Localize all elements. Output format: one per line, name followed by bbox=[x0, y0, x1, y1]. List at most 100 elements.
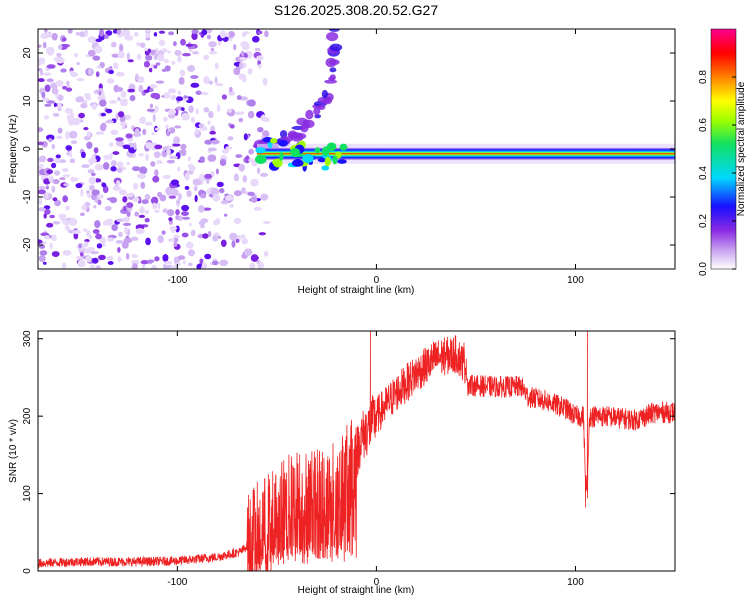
spectrogram-noise-blob bbox=[68, 217, 78, 226]
spectrogram-noise-blob bbox=[187, 262, 193, 267]
spectrogram-noise-blob bbox=[243, 248, 253, 256]
spectrogram-noise-blob bbox=[155, 80, 165, 84]
spectrogram-noise-blob bbox=[146, 29, 151, 33]
spectrogram-noise-blob bbox=[177, 255, 186, 260]
spectrogram-noise-blob bbox=[77, 259, 86, 268]
spectrogram-noise-blob bbox=[96, 65, 102, 69]
colorbar-tick-label: 0.0 bbox=[698, 262, 709, 276]
spectrogram-band-blob bbox=[291, 159, 304, 167]
snr-y-tick-label: 100 bbox=[22, 485, 33, 502]
spectrogram-noise-blob bbox=[97, 199, 102, 206]
spectrogram-noise-blob bbox=[212, 193, 221, 202]
spectrogram-band-blob bbox=[279, 152, 284, 161]
spectrogram-noise-blob bbox=[220, 239, 227, 247]
spectrogram-noise-blob bbox=[157, 53, 165, 62]
spectrogram-noise-blob bbox=[157, 235, 164, 243]
spectrogram-noise-blob bbox=[51, 32, 58, 41]
spectrogram-noise-blob bbox=[208, 41, 217, 48]
spectrogram-noise-blob bbox=[209, 130, 216, 135]
spectrogram-branch-blob bbox=[329, 43, 343, 52]
spectrogram-noise-blob bbox=[184, 172, 190, 181]
spectrogram-noise-blob bbox=[109, 152, 113, 160]
spectrogram-noise-blob bbox=[54, 199, 61, 207]
spectrogram-noise-blob bbox=[64, 225, 71, 231]
spectrogram-noise-blob bbox=[212, 235, 219, 242]
spectrogram-noise-blob bbox=[245, 155, 250, 164]
spectrogram-band-blob bbox=[255, 147, 266, 154]
spectrogram-noise-blob bbox=[116, 167, 123, 173]
spectrogram-noise-blob bbox=[129, 94, 136, 102]
spectrogram-noise-blob bbox=[94, 178, 102, 183]
spectrogram-noise-blob bbox=[56, 52, 62, 57]
spectrogram-noise-blob bbox=[76, 62, 81, 66]
spectrogram-band-blob bbox=[339, 143, 348, 151]
spectrogram-noise-blob bbox=[45, 192, 49, 199]
spectrogram-noise-blob bbox=[131, 259, 140, 265]
spectrogram-noise-blob bbox=[256, 55, 264, 61]
spectrogram-noise-blob bbox=[163, 263, 167, 269]
spectrogram-noise-blob bbox=[134, 211, 139, 217]
spectrogram-noise-blob bbox=[44, 235, 50, 240]
spectrogram-noise-blob bbox=[165, 186, 174, 195]
colorbar: 0.0 0.2 0.4 0.6 0.8 Normalized spectral ampl… bbox=[698, 28, 747, 276]
spectrogram-noise-blob bbox=[43, 213, 47, 219]
spectrogram-noise-blob bbox=[46, 78, 54, 83]
spectrogram-noise-blob bbox=[54, 157, 62, 164]
colorbar-tick-label: 0.8 bbox=[698, 70, 709, 84]
spectrogram-noise-blob bbox=[182, 216, 191, 220]
spectrogram-branch-blob bbox=[305, 109, 314, 120]
spectrogram-noise-blob bbox=[243, 133, 248, 141]
snr-x-tick-label: 0 bbox=[374, 577, 380, 588]
spectrogram-band-blob bbox=[324, 156, 331, 167]
spectrogram-noise-blob bbox=[163, 116, 168, 122]
spectrogram-noise-blob bbox=[46, 222, 54, 228]
spectrogram-noise-blob bbox=[85, 255, 92, 263]
spectrogram-noise-blob bbox=[135, 227, 145, 235]
spectrogram-noise-blob bbox=[88, 184, 95, 191]
spectrogram-noise-blob bbox=[144, 193, 151, 201]
snr-frame bbox=[37, 330, 676, 572]
spectrogram-noise-blob bbox=[174, 125, 182, 129]
spectrogram-noise-blob bbox=[110, 166, 117, 172]
spectrogram-noise-blob bbox=[55, 80, 64, 87]
spectrogram-noise-blob bbox=[238, 163, 246, 172]
spectrogram-noise-blob bbox=[54, 170, 61, 176]
spectrogram-noise-blob bbox=[91, 103, 97, 110]
spectrogram-noise-blob bbox=[150, 196, 159, 205]
spectrogram-noise-blob bbox=[43, 72, 52, 76]
spectrogram-noise-blob bbox=[163, 261, 173, 265]
spectrogram-noise-blob bbox=[137, 76, 145, 83]
spectrogram-noise-blob bbox=[66, 80, 70, 86]
spectrogram-noise-blob bbox=[257, 261, 265, 269]
spectrogram-noise-blob bbox=[56, 135, 63, 140]
spectrogram-x-tick-label: 100 bbox=[567, 275, 584, 286]
spectrogram-noise-blob bbox=[119, 44, 124, 53]
spectrogram-noise-blob bbox=[100, 112, 107, 117]
spectrogram-noise-blob bbox=[238, 61, 244, 70]
spectrogram-noise-blob bbox=[60, 214, 66, 222]
spectrogram-noise-blob bbox=[44, 208, 51, 215]
spectrogram-noise-blob bbox=[240, 111, 245, 115]
spectrogram-branch-blob bbox=[317, 96, 331, 104]
spectrogram-noise-blob bbox=[215, 168, 219, 175]
spectrogram-noise-blob bbox=[151, 264, 158, 269]
spectrogram-noise-blob bbox=[117, 111, 125, 118]
spectrogram-noise-blob bbox=[93, 147, 99, 154]
spectrogram-noise-blob bbox=[118, 231, 123, 238]
spectrogram-noise-blob bbox=[75, 96, 85, 103]
spectrogram-x-axis-label: Height of straight line (km) bbox=[298, 285, 415, 296]
spectrogram-noise-blob bbox=[187, 249, 195, 257]
spectrogram-noise-blob bbox=[177, 193, 182, 200]
spectrogram-noise-blob bbox=[106, 78, 115, 84]
spectrogram-noise-blob bbox=[159, 39, 166, 47]
spectrogram-noise-blob bbox=[64, 107, 73, 114]
snr-series-line bbox=[38, 331, 675, 571]
spectrogram-noise-blob bbox=[233, 173, 239, 182]
spectrogram-noise-blob bbox=[123, 226, 128, 235]
spectrogram-noise-blob bbox=[166, 159, 176, 164]
spectrogram-noise-blob bbox=[168, 217, 173, 222]
spectrogram-noise-blob bbox=[90, 172, 96, 177]
spectrogram-noise-blob bbox=[124, 34, 134, 41]
spectrogram-noise-blob bbox=[65, 205, 70, 211]
spectrogram-noise-blob bbox=[180, 107, 185, 111]
